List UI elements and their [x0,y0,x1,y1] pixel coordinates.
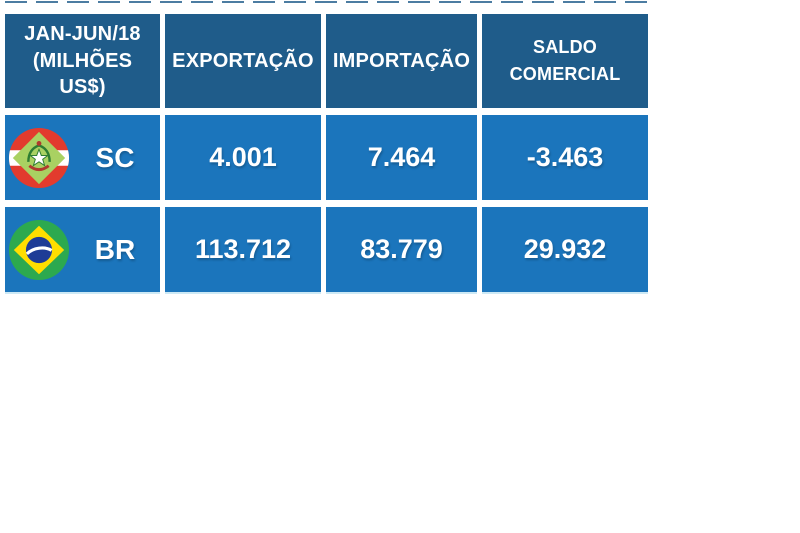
header-period-cell: JAN-JUN/18 (MILHÕES US$) [5,14,160,108]
importacao-label: IMPORTAÇÃO [332,49,471,72]
br-importacao-value: 83.779 [326,207,477,292]
header-exportacao-cell: EXPORTAÇÃO [165,14,321,108]
sc-region-label: SC [95,141,135,173]
sc-region-cell: SC [5,115,160,200]
brazil-flag-icon [8,219,70,281]
header-saldo-cell: SALDO COMERCIAL [482,14,648,108]
header-importacao-cell: IMPORTAÇÃO [326,14,477,108]
trade-balance-table: JAN-JUN/18 (MILHÕES US$) EXPORTAÇÃO IMPO… [5,14,648,292]
santa-catarina-flag-icon [8,127,70,189]
br-saldo-value: 29.932 [482,207,648,292]
period-line-1: JAN-JUN/18 [24,23,141,46]
br-region-label: BR [94,233,136,265]
cropped-top-border [5,1,648,3]
period-line-2: (MILHÕES [32,49,133,72]
saldo-line-1: SALDO [533,37,597,57]
period-line-3: US$) [59,76,106,99]
sc-importacao-value: 7.464 [326,115,477,200]
sc-exportacao-value: 4.001 [165,115,321,200]
exportacao-label: EXPORTAÇÃO [172,49,314,72]
br-region-cell: BR [5,207,160,292]
sc-saldo-value: -3.463 [482,115,648,200]
br-exportacao-value: 113.712 [165,207,321,292]
saldo-line-2: COMERCIAL [509,64,621,84]
